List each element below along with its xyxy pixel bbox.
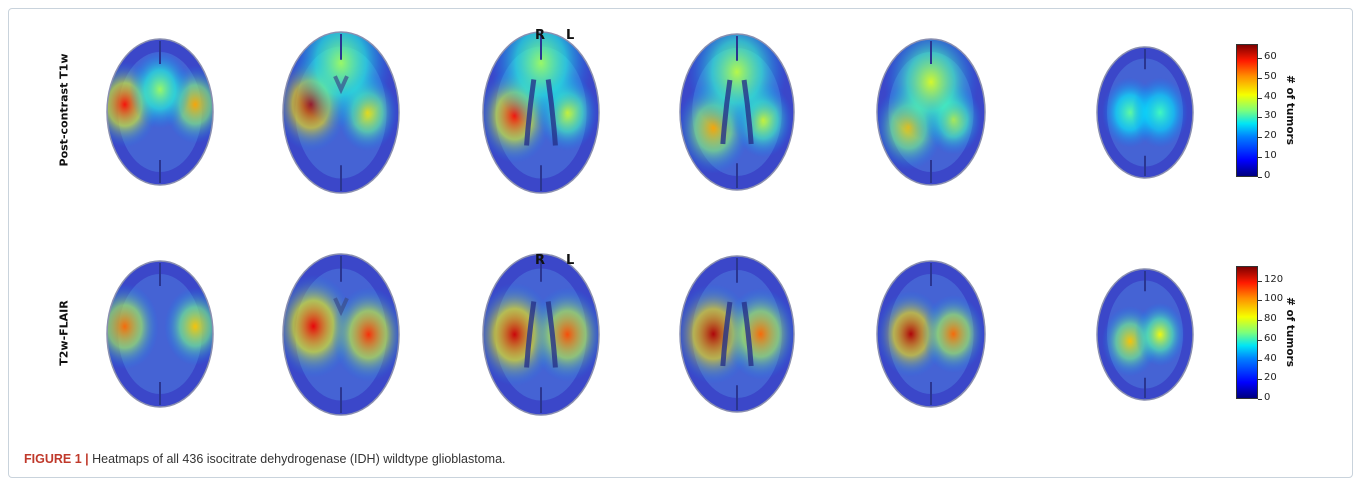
orientation-left-bottom: L <box>566 253 575 268</box>
brain-slice-r2-c5 <box>876 260 986 408</box>
colorbar-tickmark <box>1258 137 1262 139</box>
colorbar-post-contrast <box>1236 44 1258 177</box>
brain-slice-r2-c3 <box>482 252 600 416</box>
brain-slice-r1-c4 <box>679 33 795 191</box>
colorbar-tickmark <box>1258 177 1262 178</box>
colorbar-tickmark <box>1258 157 1262 159</box>
colorbar-tickmark <box>1258 339 1262 341</box>
colorbar-tickmark <box>1258 399 1262 400</box>
brain-slice-r1-c1 <box>106 38 214 186</box>
orientation-right-top: R <box>535 28 546 43</box>
colorbar-tick-label: 50 <box>1264 70 1277 82</box>
colorbar-tickmark <box>1258 359 1262 361</box>
colorbar-tickmark <box>1258 117 1262 119</box>
brain-slice-r1-c2 <box>282 30 400 194</box>
colorbar-tick-label: 10 <box>1264 150 1277 162</box>
colorbar-tick-label: 40 <box>1264 90 1277 102</box>
figure-caption: FIGURE 1 | Heatmaps of all 436 isocitrat… <box>24 452 506 466</box>
colorbar-flair <box>1236 266 1258 399</box>
colorbar-tick-label: 80 <box>1264 313 1277 325</box>
colorbar-tickmark <box>1258 379 1262 381</box>
colorbar-tickmark <box>1258 97 1262 99</box>
colorbar-tickmark <box>1258 77 1262 79</box>
colorbar-tick-label: 0 <box>1264 170 1271 181</box>
colorbar-tickmark <box>1258 280 1262 282</box>
colorbar-tickmark <box>1258 300 1262 302</box>
colorbar-tick-label: 0 <box>1264 392 1271 403</box>
figure-label: FIGURE 1 | <box>24 452 89 466</box>
colorbar-tickmark <box>1258 320 1262 322</box>
brain-slice-r1-c6 <box>1096 45 1194 179</box>
brain-slice-r2-c4 <box>679 255 795 413</box>
row-label-flair: T2w-FLAIR <box>57 300 71 366</box>
caption-text: Heatmaps of all 436 isocitrate dehydroge… <box>88 452 506 466</box>
colorbar-tick-label: 40 <box>1264 352 1277 364</box>
brain-slice-r2-c2 <box>282 252 400 416</box>
colorbar-tick-label: 120 <box>1264 273 1284 285</box>
colorbar-tick-label: 100 <box>1264 293 1284 305</box>
orientation-right-bottom: R <box>535 253 546 268</box>
colorbar-tick-label: 60 <box>1264 50 1277 62</box>
brain-slice-r1-c3 <box>482 30 600 194</box>
brain-slice-r2-c6 <box>1096 267 1194 401</box>
orientation-left-top: L <box>566 28 575 43</box>
brain-slice-r1-c5 <box>876 38 986 186</box>
colorbar-label-post-contrast: # of tumors <box>1284 75 1296 145</box>
colorbar-tick-label: 30 <box>1264 110 1277 122</box>
colorbar-tick-label: 20 <box>1264 130 1277 142</box>
colorbar-label-flair: # of tumors <box>1284 297 1296 367</box>
colorbar-tick-label: 60 <box>1264 332 1277 344</box>
row-label-post-contrast: Post-contrast T1w <box>57 53 71 167</box>
colorbar-tickmark <box>1258 57 1262 59</box>
brain-slice-r2-c1 <box>106 260 214 408</box>
colorbar-tick-label: 20 <box>1264 372 1277 384</box>
